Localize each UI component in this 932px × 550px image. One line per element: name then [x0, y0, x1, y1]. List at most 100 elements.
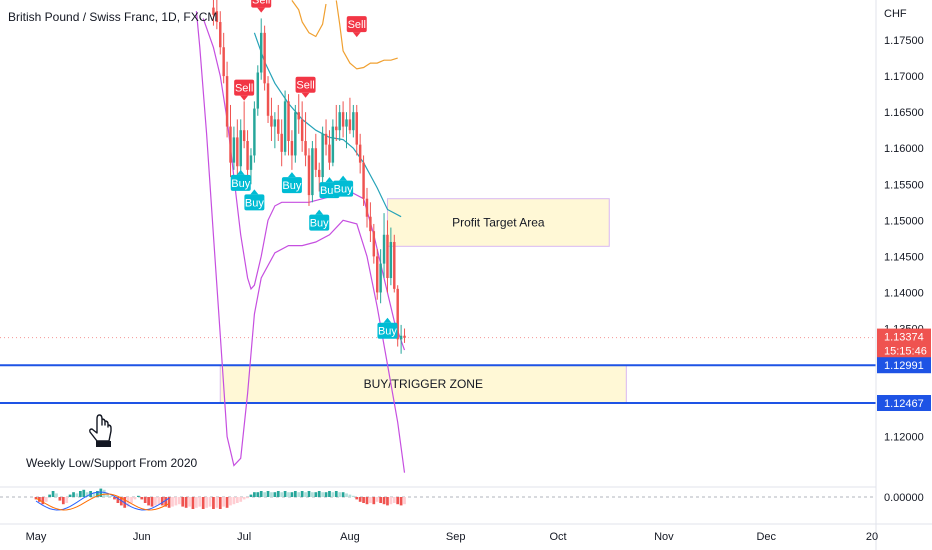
sell-signal-label: Sell [296, 80, 314, 92]
x-tick-label: Dec [756, 531, 776, 543]
candle [280, 133, 283, 152]
candle [345, 119, 348, 127]
buy-signal [377, 322, 398, 339]
candle [389, 241, 393, 279]
y-tick-label: 1.14500 [884, 251, 924, 263]
oscillator-bar [334, 491, 338, 497]
oscillator-bar [208, 497, 212, 507]
buy-signal-arrow [287, 172, 296, 178]
oscillator-bar [232, 497, 236, 505]
indicator-line [335, 0, 398, 70]
candle [335, 126, 338, 131]
x-tick-label: Aug [340, 531, 360, 543]
candle [393, 241, 396, 289]
candle [338, 112, 341, 131]
buy-signal-label: Buy [245, 197, 264, 209]
candle [300, 119, 304, 142]
candle [341, 112, 345, 127]
oscillator-bar [147, 497, 150, 506]
oscillator-bar [300, 491, 304, 497]
oscillator-bar [270, 492, 273, 497]
oscillator-bar [351, 495, 355, 497]
price-badge-value: 1.12991 [884, 360, 924, 372]
y-tick-label: 1.15500 [884, 179, 924, 191]
oscillator-bar [92, 492, 96, 497]
oscillator-bar [65, 497, 69, 503]
buy-signal [333, 180, 354, 197]
oscillator-bar [369, 497, 372, 503]
oscillator-bar [396, 497, 400, 505]
candle [236, 137, 239, 167]
candle [355, 112, 358, 145]
price-badge-value: 1.13374 [884, 332, 924, 344]
candle [331, 126, 335, 163]
candle [229, 126, 232, 163]
candle [222, 47, 225, 77]
oscillator-bar [38, 497, 41, 502]
sell-signal-label: Sell [235, 83, 253, 95]
candle [297, 112, 300, 120]
oscillator-bar [106, 493, 110, 497]
oscillator-bar [307, 491, 311, 497]
oscillator-bar [287, 492, 290, 497]
profit-target-label: Profit Target Area [452, 216, 545, 230]
candle [328, 144, 331, 163]
x-tick-label: May [26, 531, 47, 543]
buy-signal-label: Buy [282, 180, 301, 192]
support-annotation: Weekly Low/Support From 2020 [26, 456, 198, 470]
oscillator-bar [212, 497, 215, 509]
candle [403, 335, 406, 338]
oscillator-bar [382, 497, 386, 505]
oscillator-bar [55, 493, 58, 497]
oscillator-bar [154, 497, 157, 506]
oscillator-bar [174, 497, 178, 506]
oscillator-bar [242, 497, 246, 500]
oscillator-bar [140, 497, 144, 500]
y-tick-label: 1.17000 [884, 71, 924, 83]
oscillator-bar [160, 497, 164, 506]
price-badge [877, 328, 931, 359]
oscillator-bar [99, 488, 103, 497]
oscillator-bar [403, 497, 406, 505]
candle [273, 119, 277, 127]
oscillator-bar [276, 491, 280, 497]
sell-signal-arrow [301, 92, 310, 98]
oscillator-bar [253, 492, 256, 497]
buy-signal-label: Buy [310, 218, 329, 230]
x-tick-label: Sep [446, 531, 466, 543]
oscillator-bar [164, 497, 168, 507]
candle [239, 130, 242, 167]
price-badge [877, 395, 931, 412]
oscillator-bar [96, 491, 99, 497]
oscillator-bar [372, 497, 376, 505]
oscillator-bar [314, 492, 318, 497]
sell-signal-label: Sell [252, 0, 270, 7]
indicator-line [291, 0, 327, 38]
y-tick-label: 1.16000 [884, 143, 924, 155]
oscillator-bar [78, 491, 82, 497]
oscillator-bar [263, 492, 266, 497]
oscillator-bar [389, 497, 393, 505]
oscillator-bar [225, 497, 229, 508]
oscillator-bar [143, 497, 147, 503]
oscillator-bar [205, 497, 208, 508]
oscillator-bar [266, 491, 270, 497]
candle [294, 112, 297, 156]
oscillator-bar [355, 497, 359, 500]
oscillator-bar [345, 493, 348, 497]
y-tick-label: 1.14000 [884, 287, 924, 299]
candle [215, 11, 219, 23]
candle [304, 141, 307, 156]
oscillator-bar [399, 497, 403, 506]
oscillator-bar [150, 497, 154, 507]
buy-signal-label: Buy [378, 326, 397, 338]
oscillator-bar [195, 497, 198, 508]
candle [348, 119, 352, 131]
y-tick-label: 1.16500 [884, 107, 924, 119]
candle [259, 32, 263, 73]
buy-signal [230, 174, 251, 191]
oscillator-bar [297, 492, 301, 497]
oscillator-bar [338, 492, 342, 497]
